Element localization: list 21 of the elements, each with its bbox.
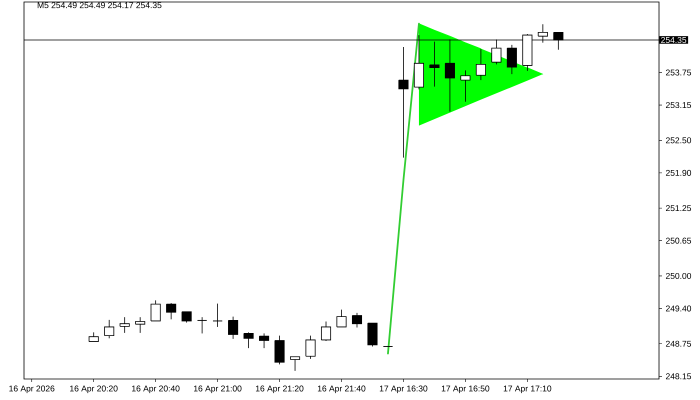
y-tick-label: 249.40 xyxy=(666,305,692,312)
x-tick-label: 16 Apr 2026 xyxy=(9,386,54,394)
y-tick-label: 250.65 xyxy=(666,238,692,244)
y-tick-label: 252.50 xyxy=(666,137,692,144)
y-tick-label: 253.15 xyxy=(666,102,692,108)
x-tick-label: 16 Apr 21:00 xyxy=(194,386,242,394)
y-tick-label: 251.90 xyxy=(666,170,692,176)
ref-line-label: 254.35 xyxy=(661,36,686,43)
x-tick-label: 17 Apr 16:30 xyxy=(380,386,428,394)
x-tick-label: 16 Apr 20:40 xyxy=(132,386,180,394)
y-tick-label: 253.75 xyxy=(666,70,692,76)
chart-title: M5 254.49 254.49 254.17 254.35 xyxy=(38,2,162,8)
y-tick-label: 248.15 xyxy=(666,373,692,380)
x-tick-label: 16 Apr 21:40 xyxy=(318,386,366,394)
x-tick-label: 16 Apr 21:20 xyxy=(256,386,304,394)
y-tick-label: 250.00 xyxy=(666,272,692,279)
y-tick-label: 251.25 xyxy=(666,205,692,212)
y-tick-label: 248.75 xyxy=(666,340,692,347)
x-tick-label: 16 Apr 20:20 xyxy=(70,386,118,394)
x-tick-label: 17 Apr 17:10 xyxy=(504,386,552,394)
x-tick-label: 17 Apr 16:50 xyxy=(442,386,490,394)
